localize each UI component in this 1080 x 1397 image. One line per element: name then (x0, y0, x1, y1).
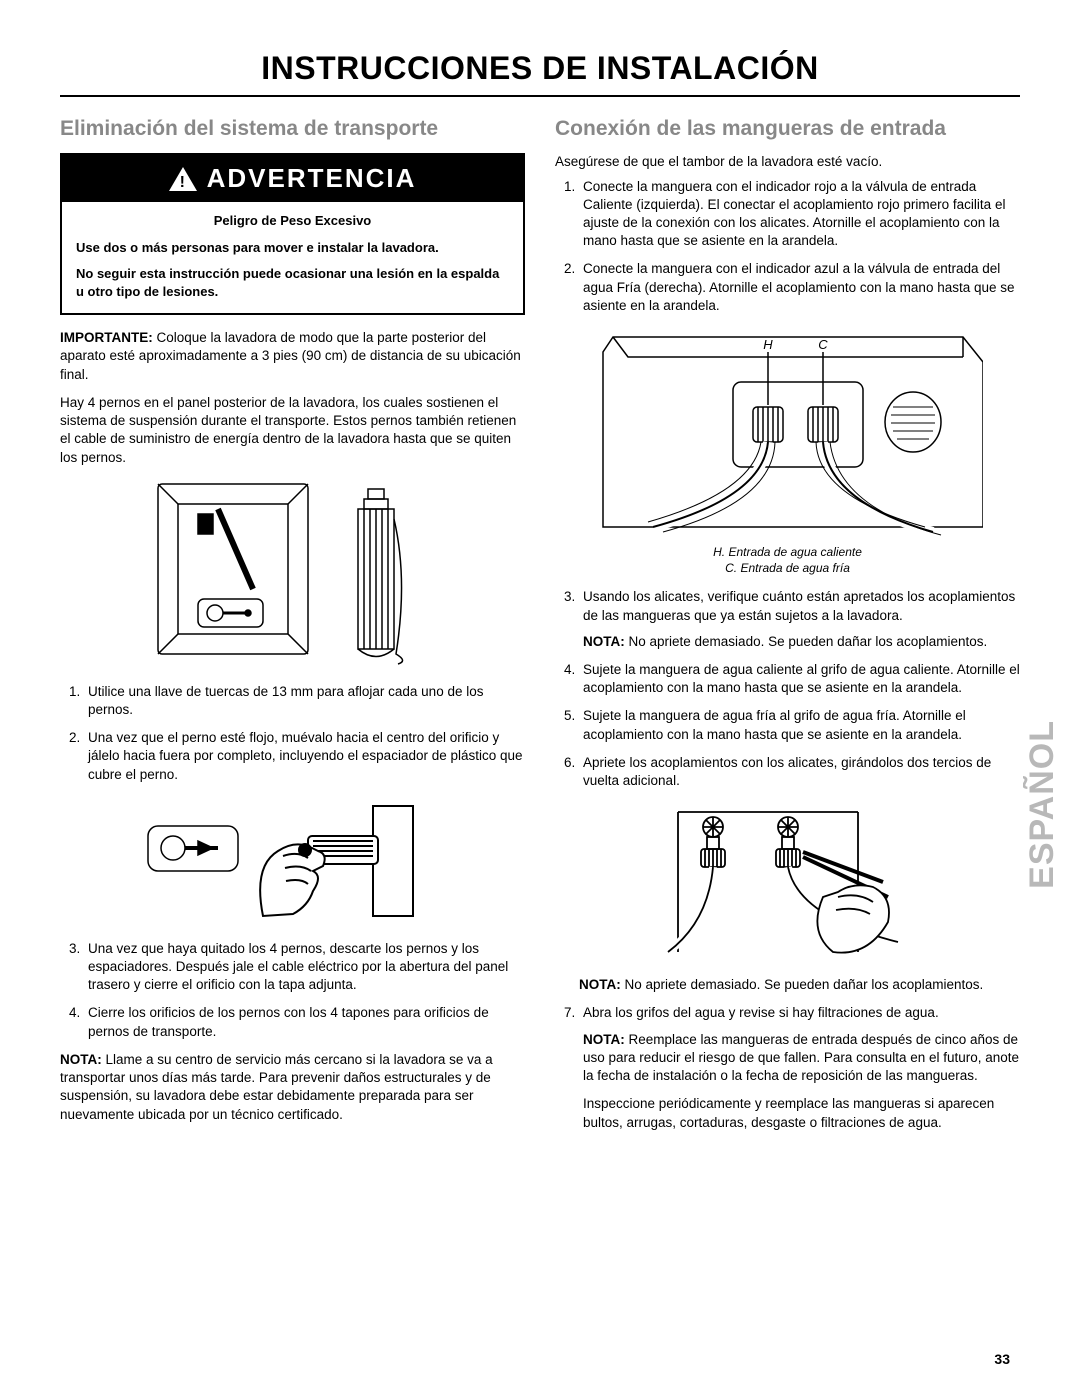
right-step-7: Abra los grifos del agua y revise si hay… (579, 1004, 1020, 1131)
content-columns: Eliminación del sistema de transporte AD… (60, 115, 1020, 1142)
nota-text-7: Reemplace las mangueras de entrada despu… (583, 1032, 1019, 1083)
right-step-5: Sujete la manguera de agua fría al grifo… (579, 707, 1020, 743)
nota-text: No apriete demasiado. Se pueden dañar lo… (625, 634, 987, 649)
figure-hand-bolt (60, 796, 525, 926)
right-step-3-text: Usando los alicates, verifique cuánto es… (583, 589, 1015, 622)
left-step-1: Utilice una llave de tuercas de 13 mm pa… (84, 683, 525, 719)
nota-text-6: No apriete demasiado. Se pueden dañar lo… (621, 977, 983, 992)
right-step-7-text: Abra los grifos del agua y revise si hay… (583, 1005, 939, 1020)
warning-header: ADVERTENCIA (62, 155, 523, 202)
important-label: IMPORTANTE: (60, 330, 153, 345)
right-step-6-nota: NOTA: No apriete demasiado. Se pueden da… (579, 976, 1020, 994)
intro-paragraph: Hay 4 pernos en el panel posterior de la… (60, 394, 525, 467)
language-side-label: ESPAÑOL (1023, 720, 1062, 889)
right-step-6: Apriete los acoplamientos con los alicat… (579, 754, 1020, 790)
figure-washer-hoses: H C (555, 327, 1020, 537)
warning-title: Peligro de Peso Excesivo (76, 212, 509, 230)
h-label: H (763, 337, 773, 352)
warning-body: Peligro de Peso Excesivo Use dos o más p… (62, 202, 523, 313)
page-number: 33 (994, 1351, 1010, 1367)
page-title: INSTRUCCIONES DE INSTALACIÓN (60, 50, 1020, 97)
left-step-4: Cierre los orificios de los pernos con l… (84, 1004, 525, 1040)
left-column: Eliminación del sistema de transporte AD… (60, 115, 525, 1142)
right-step-4: Sujete la manguera de agua caliente al g… (579, 661, 1020, 697)
left-step-2: Una vez que el perno esté flojo, muévalo… (84, 729, 525, 784)
left-step-3: Una vez que haya quitado los 4 pernos, d… (84, 940, 525, 995)
right-intro: Asegúrese de que el tambor de la lavador… (555, 153, 1020, 171)
right-heading: Conexión de las mangueras de entrada (555, 115, 1020, 143)
right-step-7-nota: NOTA: Reemplace las mangueras de entrada… (583, 1031, 1020, 1086)
right-column: Conexión de las mangueras de entrada Ase… (555, 115, 1020, 1142)
figure-bolt-panel (60, 479, 525, 669)
left-steps-3-4: Una vez que haya quitado los 4 pernos, d… (60, 940, 525, 1041)
nota-label-7: NOTA: (583, 1032, 625, 1047)
caption-c: C. Entrada de agua fría (725, 561, 850, 575)
right-steps-7: Abra los grifos del agua y revise si hay… (555, 1004, 1020, 1131)
important-paragraph: IMPORTANTE: Coloque la lavadora de modo … (60, 329, 525, 384)
right-step-1: Conecte la manguera con el indicador roj… (579, 178, 1020, 251)
warning-triangle-icon (169, 167, 197, 191)
right-step-3-nota: NOTA: No apriete demasiado. Se pueden da… (583, 633, 1020, 651)
nota-label: NOTA: (583, 634, 625, 649)
left-nota: NOTA: Llame a su centro de servicio más … (60, 1051, 525, 1124)
right-steps-3-6: Usando los alicates, verifique cuánto es… (555, 588, 1020, 790)
caption-h: H. Entrada de agua caliente (713, 545, 862, 559)
right-step-7-extra: Inspeccione periódicamente y reemplace l… (583, 1095, 1020, 1131)
right-step-2: Conecte la manguera con el indicador azu… (579, 260, 1020, 315)
c-label: C (818, 337, 828, 352)
left-nota-label: NOTA: (60, 1052, 102, 1067)
left-steps-1-2: Utilice una llave de tuercas de 13 mm pa… (60, 683, 525, 784)
warning-line-2: No seguir esta instrucción puede ocasion… (76, 265, 509, 301)
warning-line-1: Use dos o más personas para mover e inst… (76, 239, 509, 257)
left-nota-text: Llame a su centro de servicio más cercan… (60, 1052, 493, 1122)
figure-faucets-pliers (555, 802, 1020, 962)
nota-label-6: NOTA: (579, 977, 621, 992)
left-heading: Eliminación del sistema de transporte (60, 115, 525, 143)
right-step-3: Usando los alicates, verifique cuánto es… (579, 588, 1020, 651)
warning-box: ADVERTENCIA Peligro de Peso Excesivo Use… (60, 153, 525, 315)
warning-header-text: ADVERTENCIA (207, 161, 417, 196)
figure-hoses-caption: H. Entrada de agua caliente C. Entrada d… (555, 545, 1020, 576)
right-steps-1-2: Conecte la manguera con el indicador roj… (555, 178, 1020, 316)
